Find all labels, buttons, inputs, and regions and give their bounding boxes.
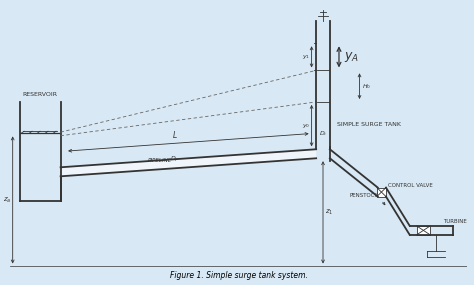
- Text: $y_1$: $y_1$: [302, 53, 310, 61]
- Text: L: L: [173, 131, 177, 140]
- Text: $z_a$: $z_a$: [3, 195, 11, 205]
- Text: SIMPLE SURGE TANK: SIMPLE SURGE TANK: [337, 122, 401, 127]
- Text: PIPELINE: PIPELINE: [148, 158, 172, 163]
- Text: $y_0$: $y_0$: [302, 122, 310, 130]
- Text: CONTROL VALVE: CONTROL VALVE: [388, 183, 433, 188]
- Text: RESERVOIR: RESERVOIR: [23, 92, 57, 97]
- Text: $D_t$: $D_t$: [319, 129, 328, 138]
- Bar: [417, 226, 430, 235]
- Text: $z_1$: $z_1$: [325, 208, 334, 217]
- Text: $D_p$: $D_p$: [170, 155, 179, 165]
- Text: $y_A$: $y_A$: [344, 50, 359, 64]
- Polygon shape: [61, 149, 316, 176]
- Text: $H_0$: $H_0$: [362, 82, 371, 91]
- Bar: [377, 188, 386, 197]
- Text: TURBINE: TURBINE: [443, 219, 466, 224]
- Text: PENSTOCK: PENSTOCK: [350, 193, 385, 205]
- Text: Figure 1. Simple surge tank system.: Figure 1. Simple surge tank system.: [170, 271, 308, 280]
